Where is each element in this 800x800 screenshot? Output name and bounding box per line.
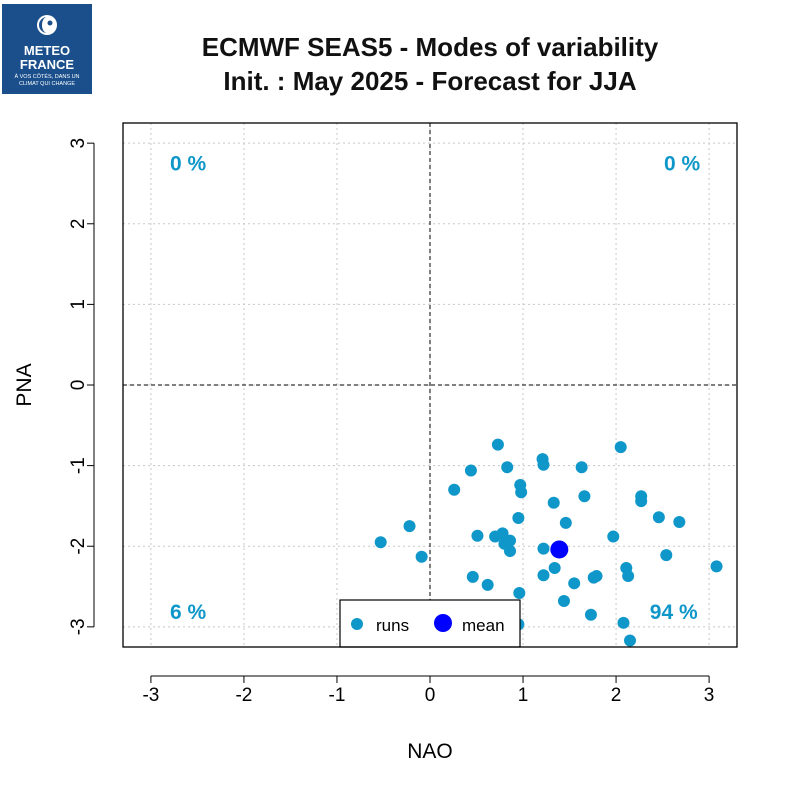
run-point	[448, 483, 461, 496]
run-point	[624, 634, 637, 647]
chart-title: ECMWF SEAS5 - Modes of variability	[201, 32, 659, 62]
run-point	[559, 516, 572, 529]
run-point	[635, 495, 648, 508]
run-point	[575, 461, 588, 474]
axes: -3 -2 -1 0 1 2 3 -3 -2 -1 0 1 2 3	[68, 138, 714, 706]
run-point	[513, 586, 526, 599]
run-point	[622, 570, 635, 583]
meteo-france-logo: METEO FRANCE À vos côtés, dans un climat…	[2, 4, 92, 94]
y-tick-label: -2	[68, 538, 89, 555]
plot-frame	[122, 122, 738, 648]
run-point	[584, 608, 597, 621]
run-point	[568, 577, 581, 590]
quadrant-label-top-left: 0 %	[170, 153, 207, 176]
run-point	[617, 616, 630, 629]
run-point	[504, 534, 517, 547]
x-tick-label: 2	[611, 685, 622, 706]
zero-lines	[123, 123, 737, 647]
run-point	[491, 438, 504, 451]
run-point	[464, 464, 477, 477]
run-point	[590, 570, 603, 583]
x-tick-label: -2	[235, 685, 252, 706]
logo-emblem-icon	[37, 15, 57, 35]
run-point	[415, 550, 428, 563]
y-tick-label: 1	[68, 299, 89, 310]
run-point	[496, 527, 509, 540]
x-tick-label: -3	[142, 685, 159, 706]
y-tick-label: -3	[68, 618, 89, 635]
legend-runs-label: runs	[376, 616, 409, 635]
mean-point	[550, 540, 569, 559]
logo-brand-line1: METEO	[23, 43, 71, 58]
run-point	[512, 512, 525, 525]
run-point	[710, 560, 723, 573]
run-point	[607, 530, 620, 543]
chart-subtitle: Init. : May 2025 - Forecast for JJA	[223, 66, 637, 96]
legend-mean-marker	[434, 614, 452, 632]
x-axis-label: NAO	[407, 740, 453, 763]
run-point	[504, 545, 517, 558]
legend-runs-marker	[351, 618, 363, 630]
run-point	[501, 461, 514, 474]
x-tick-label: -1	[329, 685, 346, 706]
x-tick-label: 1	[518, 685, 529, 706]
y-tick-label: 2	[68, 218, 89, 229]
run-point	[481, 578, 494, 591]
y-axis-label: PNA	[13, 363, 36, 406]
run-point	[403, 520, 416, 533]
y-tick-label: 0	[68, 380, 89, 391]
run-point	[471, 529, 484, 542]
run-point	[515, 486, 528, 499]
run-point	[557, 595, 570, 608]
run-point	[660, 549, 673, 562]
run-point	[466, 570, 479, 583]
run-point	[537, 458, 550, 471]
logo-brand-line2: FRANCE	[19, 57, 75, 72]
x-tick-label: 3	[704, 685, 715, 706]
run-point	[547, 496, 560, 509]
run-points	[374, 438, 723, 647]
chart-title-block: ECMWF SEAS5 - Modes of variability Init.…	[100, 30, 760, 98]
x-tick-label: 0	[425, 685, 436, 706]
y-tick-label: 3	[68, 138, 89, 149]
run-point	[614, 441, 627, 454]
quadrant-label-top-right: 0 %	[664, 153, 701, 176]
quadrant-label-bottom-right: 94 %	[650, 601, 698, 624]
run-point	[578, 490, 591, 503]
y-tick-label: -1	[68, 457, 89, 474]
run-point	[537, 542, 550, 555]
run-point	[548, 561, 561, 574]
legend-mean-label: mean	[462, 616, 505, 635]
run-point	[652, 511, 665, 524]
run-point	[537, 569, 550, 582]
logo-tagline: À vos côtés, dans un climat qui change	[14, 74, 80, 87]
legend-box	[339, 599, 521, 648]
quadrant-label-bottom-left: 6 %	[170, 601, 207, 624]
run-point	[374, 536, 387, 549]
legend: runs mean	[339, 599, 521, 648]
run-point	[673, 516, 686, 529]
quadrant-labels: 0 % 0 % 6 % 94 %	[170, 153, 701, 624]
